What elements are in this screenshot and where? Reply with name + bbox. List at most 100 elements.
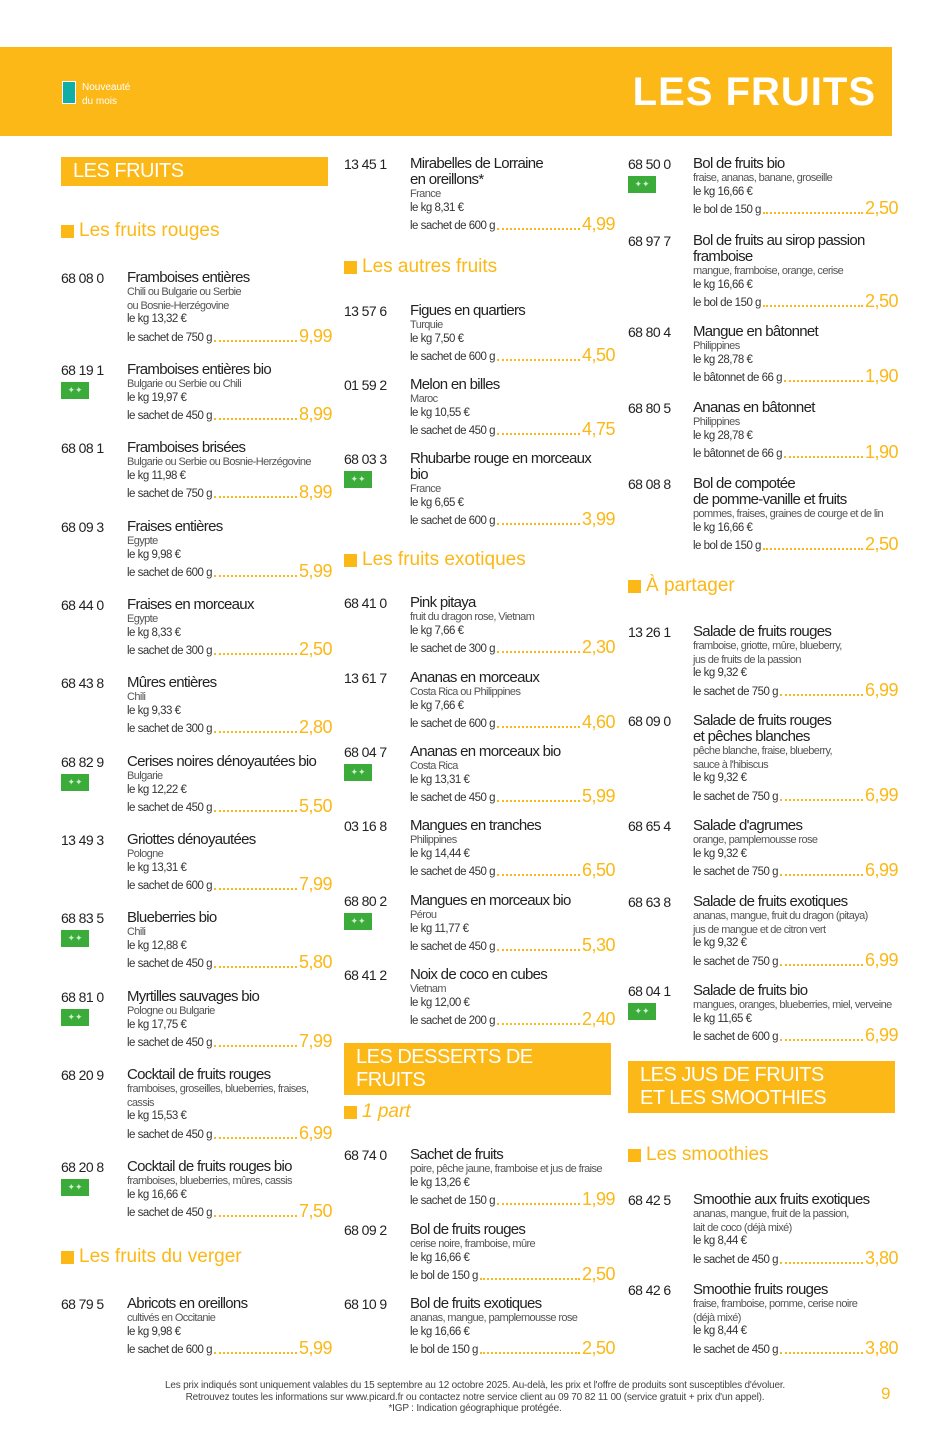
category-heading-text: 1 part — [362, 1101, 411, 1122]
product-details: Bol de fruits exotiques ananas, mangue, p… — [410, 1295, 616, 1358]
page-header — [0, 47, 892, 136]
price-per-kg: le kg 13,32 € — [127, 313, 187, 325]
package-size: le sachet de 750 g — [127, 331, 213, 344]
product-price: 2,50 — [298, 639, 333, 659]
price-row: le bâtonnet de 66 g 1,90 — [693, 443, 899, 461]
package-size: le sachet de 750 g — [693, 866, 779, 878]
product-name: Mangues en tranches — [410, 817, 542, 834]
category-bullet-icon — [61, 1250, 74, 1264]
organic-label-icon: ✦✦ — [628, 176, 656, 193]
product-price: 6,99 — [864, 784, 899, 805]
price-row: le sachet de 600 g 4,50 — [410, 346, 616, 364]
product-details: Noix de coco en cubes Vietnam le kg 12,00 … — [410, 966, 616, 1029]
price-per-kg: le kg 11,77 € — [410, 922, 469, 935]
product-price: 2,50 — [581, 1264, 616, 1284]
product-origin: ananas, mangue, pamplemousse rose — [410, 1312, 578, 1324]
product-details: Salade de fruits bio mangues, oranges, bl… — [693, 983, 899, 1045]
product-price: 3,80 — [864, 1247, 899, 1268]
package-size: le sachet de 450 g — [127, 1207, 213, 1219]
price-per-kg: le kg 13,26 € — [410, 1176, 470, 1189]
price-per-kg: le kg 16,66 € — [410, 1325, 470, 1338]
product-origin: jus de fruits de la passion — [693, 653, 802, 666]
dot-leader — [780, 693, 863, 696]
package-size: le sachet de 200 g — [410, 1015, 496, 1027]
product-details: Mirabelles de Lorraine en oreillons* Fran… — [410, 156, 616, 234]
product-origin: Pologne ou Bulgarie — [127, 1005, 215, 1017]
product-name: Ananas en morceaux bio — [410, 743, 561, 760]
price-per-kg: le kg 8,44 € — [693, 1325, 747, 1337]
product-name: Griottes dénoyautées — [127, 831, 256, 848]
product-origin: cultivés en Occitanie — [127, 1312, 216, 1324]
dot-leader — [214, 496, 297, 498]
package-size: le bol de 150 g — [693, 540, 761, 552]
product-code: 68 74 0 — [344, 1147, 387, 1163]
product-origin: fruit du dragon rose, Vietnam — [410, 611, 535, 623]
price-row: le sachet de 750 g 6,99 — [693, 951, 899, 969]
price-row: le sachet de 450 g 7,50 — [127, 1202, 333, 1220]
product-price: 6,99 — [864, 679, 899, 700]
price-row: le sachet de 450 g 5,99 — [410, 787, 616, 805]
dot-leader — [214, 888, 297, 890]
category-heading: Les fruits exotiques — [344, 549, 526, 571]
category-heading: À partager — [628, 575, 735, 597]
product-details: Pink pitaya fruit du dragon rose, Vietnam… — [410, 594, 616, 657]
price-row: le bol de 150 g 2,50 — [693, 199, 899, 217]
product-origin: Philippines — [693, 340, 740, 352]
product-details: Framboises brisées Bulgarie ou Serbie ou … — [127, 440, 333, 502]
section-banner: LES DESSERTS DE FRUITS — [344, 1043, 611, 1095]
price-per-kg: le kg 11,98 € — [127, 469, 186, 482]
product-details: Cocktail de fruits rouges framboises, gro… — [127, 1067, 333, 1142]
dot-leader — [783, 456, 863, 458]
price-row: le sachet de 450 g 3,80 — [693, 1339, 899, 1357]
product-price: 9,99 — [298, 325, 333, 346]
product-name: Pink pitaya — [410, 594, 476, 611]
price-per-kg: le kg 8,44 € — [693, 1235, 747, 1247]
product-price: 1,90 — [864, 366, 899, 386]
product-code: 13 49 3 — [61, 832, 104, 848]
section-banner: LES FRUITS — [61, 157, 328, 186]
product-code: 68 09 0 — [628, 713, 671, 729]
product-details: Smoothie aux fruits exotiques ananas, man… — [693, 1192, 899, 1268]
price-per-kg: le kg 7,50 € — [410, 332, 464, 345]
product-price: 5,99 — [298, 1338, 333, 1358]
category-heading-text: Les smoothies — [646, 1144, 769, 1165]
product-name: Noix de coco en cubes — [410, 966, 548, 983]
product-price: 2,30 — [581, 637, 616, 657]
price-per-kg: le kg 13,31 € — [127, 861, 187, 874]
product-name: Bol de fruits exotiques — [410, 1295, 542, 1312]
price-per-kg: le kg 12,22 € — [127, 783, 187, 796]
product-name: Salade de fruits exotiques — [693, 893, 848, 910]
organic-label-icon: ✦✦ — [61, 382, 89, 399]
product-origin: Chili — [127, 691, 146, 703]
product-name: Fraises entières — [127, 518, 223, 535]
dot-leader — [497, 359, 580, 361]
package-size: le bol de 150 g — [410, 1344, 478, 1356]
package-size: le sachet de 300 g — [127, 645, 213, 657]
product-origin: lait de coco (déjà mixé) — [693, 1221, 792, 1234]
product-code: 68 44 0 — [61, 597, 104, 613]
dot-leader — [762, 212, 863, 214]
product-origin: Bulgarie — [127, 770, 163, 782]
product-details: Mangues en morceaux bio Pérou le kg 11,77 … — [410, 893, 616, 955]
product-origin: fraise, ananas, banane, groseille — [693, 172, 833, 184]
category-bullet-icon — [628, 579, 641, 593]
package-size: le sachet de 150 g — [410, 1195, 496, 1207]
category-heading-text: Les fruits rouges — [79, 220, 220, 241]
dot-leader — [214, 966, 297, 968]
dot-leader — [497, 523, 580, 525]
product-price: 2,40 — [581, 1009, 616, 1029]
product-code: 68 20 8 — [61, 1159, 104, 1175]
product-price: 2,50 — [864, 534, 899, 554]
product-details: Griottes dénoyautées Pologne le kg 13,31 €… — [127, 831, 333, 894]
product-origin: jus de mangue et de citron vert — [693, 923, 826, 936]
product-name: Melon en billes — [410, 376, 500, 393]
product-code: 68 19 1 — [61, 362, 104, 378]
page-number: 9 — [881, 1384, 891, 1403]
dot-leader — [783, 380, 863, 382]
product-code: 68 04 7 — [344, 744, 387, 760]
product-details: Salade de fruits exotiques ananas, mangue… — [693, 893, 899, 969]
price-row: le sachet de 450 g 7,99 — [127, 1032, 333, 1050]
product-origin: Pologne — [127, 848, 164, 860]
category-bullet-icon — [628, 1148, 641, 1162]
product-name: Myrtilles sauvages bio — [127, 988, 260, 1005]
